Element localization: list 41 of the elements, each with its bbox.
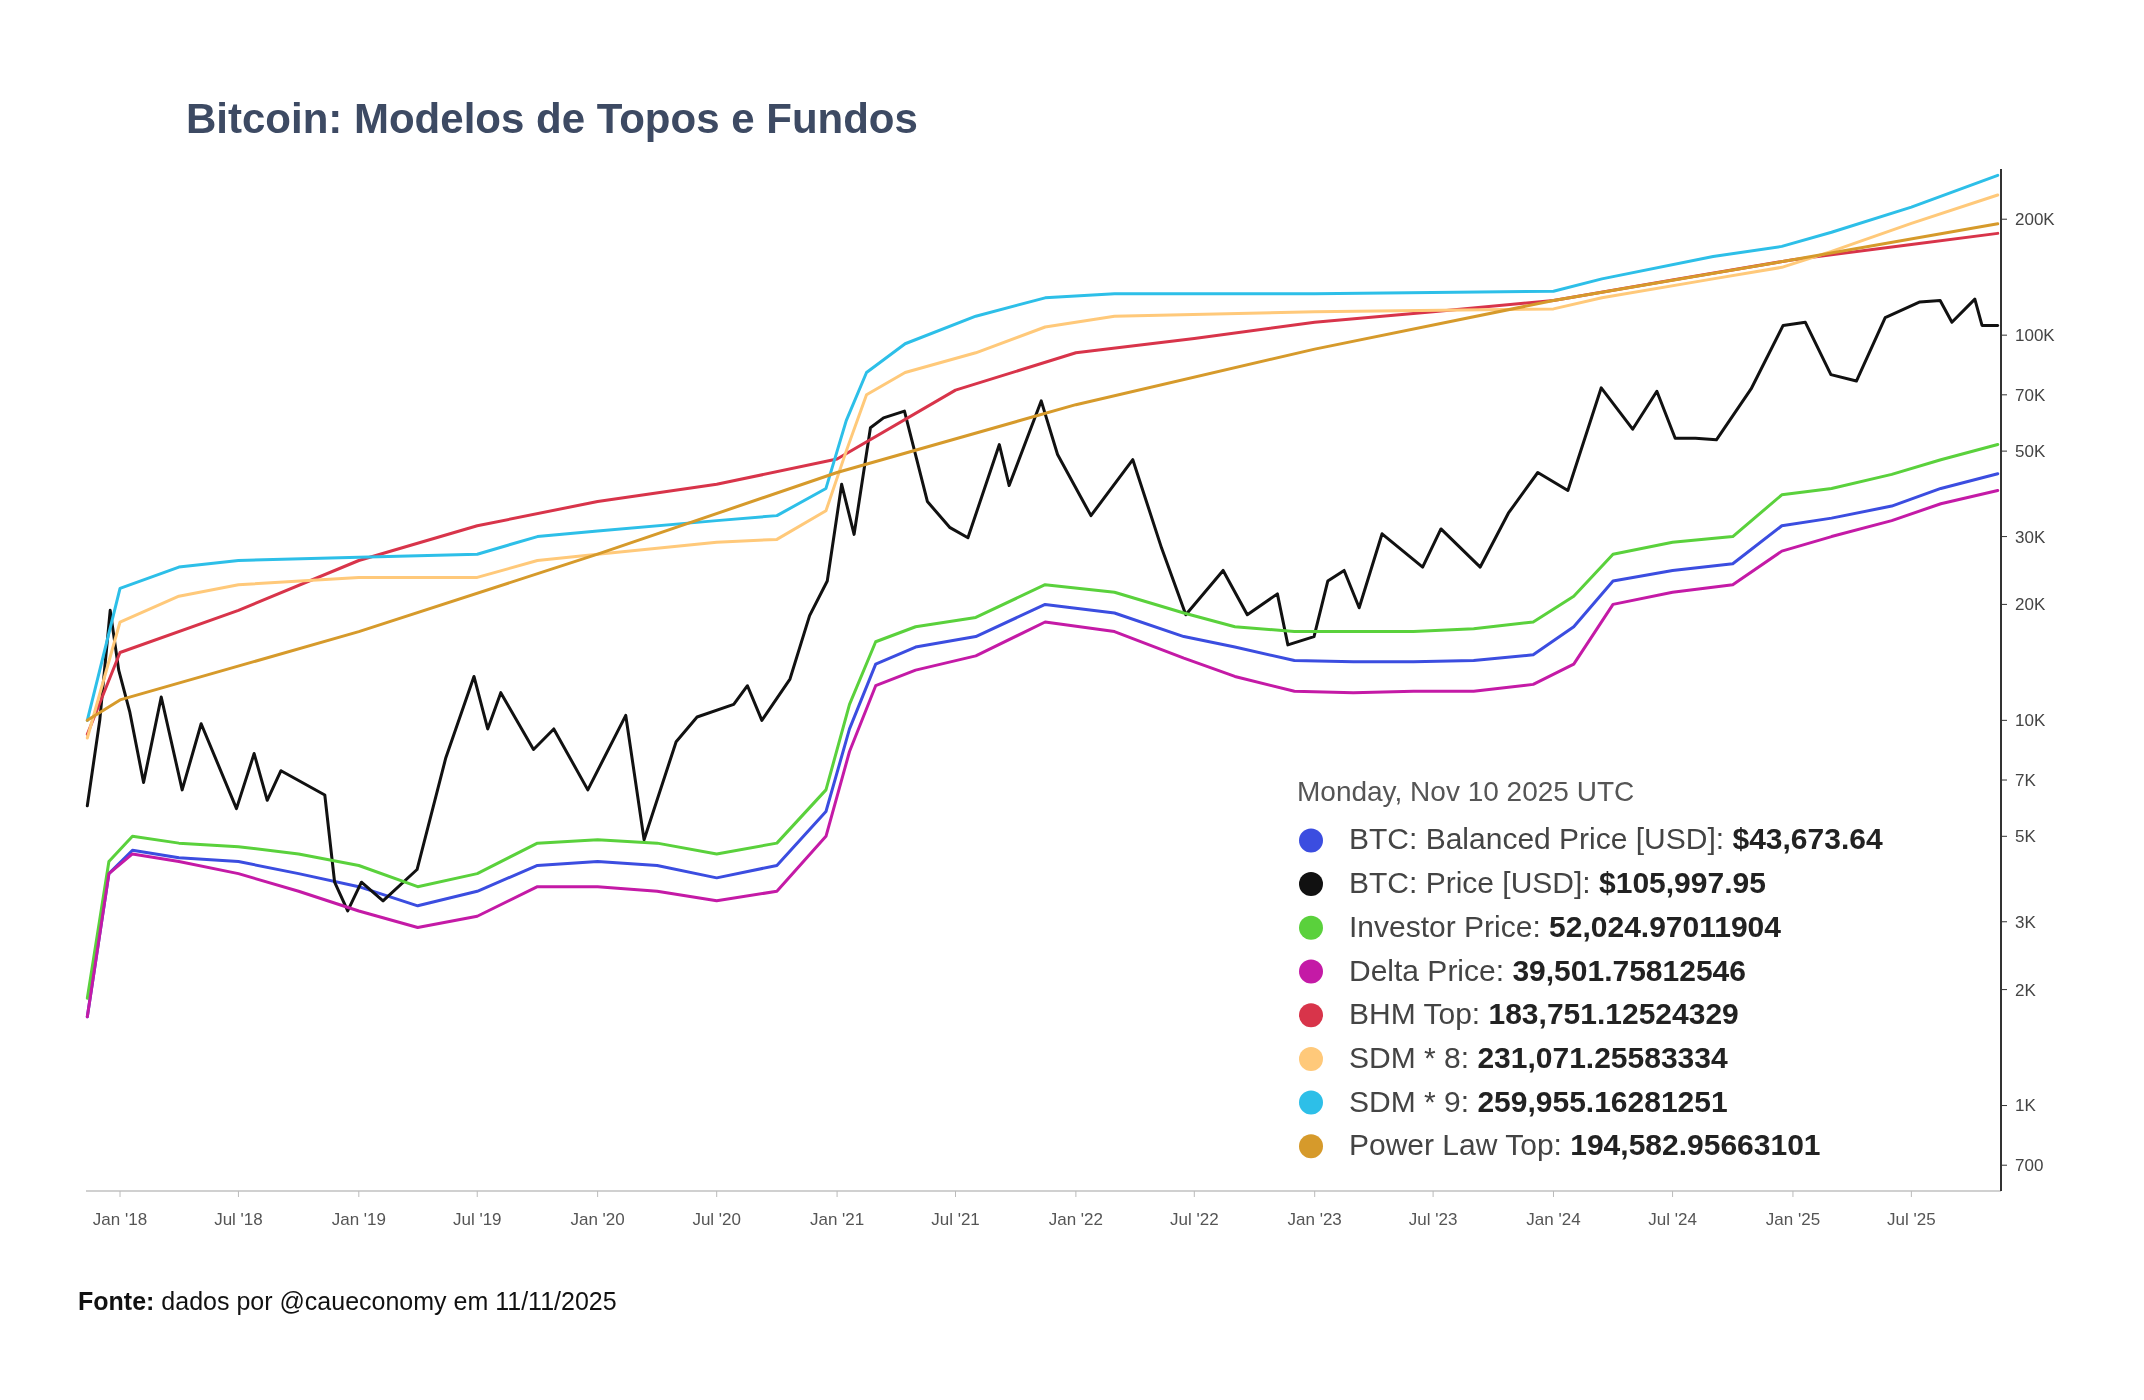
y-tick-label: 1K <box>2015 1096 2037 1116</box>
x-tick-label: Jan '23 <box>1287 1210 1342 1229</box>
legend-label: Investor Price: 52,024.97011904 <box>1349 909 1782 943</box>
legend-label: Power Law Top: 194,582.95663101 <box>1349 1128 1821 1162</box>
x-tick-label: Jul '20 <box>692 1210 742 1229</box>
x-tick-label: Jan '25 <box>1765 1210 1821 1229</box>
source-note: Fonte: dados por @caueconomy em 11/11/2025 <box>78 1287 617 1315</box>
y-tick-label: 10K <box>2015 711 2046 731</box>
x-tick-label: Jul '19 <box>452 1210 502 1229</box>
x-tick-label: Jan '18 <box>92 1210 148 1229</box>
line-series <box>85 297 2000 913</box>
x-tick-label: Jul '22 <box>1170 1210 1219 1229</box>
x-tick-label: Jan '24 <box>1526 1210 1581 1229</box>
x-tick-label: Jan '22 <box>1048 1210 1104 1229</box>
y-tick-label: 200K <box>2015 210 2056 230</box>
legend-label: BTC: Balanced Price [USD]: $43,673.64 <box>1349 822 1883 856</box>
y-tick-label: 2K <box>2015 980 2037 1000</box>
chart-title: Bitcoin: Modelos de Topos e Fundos <box>186 95 918 142</box>
legend-label: SDM * 9: 259,955.16281251 <box>1349 1084 1728 1118</box>
y-tick-label: 30K <box>2015 527 2046 547</box>
legend-label: BTC: Price [USD]: $105,997.95 <box>1349 866 1766 900</box>
y-tick-label: 70K <box>2015 385 2046 405</box>
y-tick-label: 7K <box>2015 770 2037 790</box>
x-tick-label: Jan '20 <box>570 1210 625 1229</box>
y-tick-label: 100K <box>2015 326 2056 346</box>
legend-label: BHM Top: 183,751.12524329 <box>1349 997 1739 1031</box>
x-tick-label: Jul '23 <box>1408 1210 1458 1229</box>
y-tick-label: 20K <box>2015 595 2046 615</box>
y-tick-label: 50K <box>2015 442 2046 462</box>
x-tick-label: Jan '19 <box>331 1210 386 1229</box>
y-tick-label: 3K <box>2015 912 2037 932</box>
legend-title: Monday, Nov 10 2025 UTC <box>1297 776 1635 808</box>
x-tick-label: Jul '18 <box>214 1210 263 1229</box>
legend-label: Delta Price: 39,501.75812546 <box>1349 953 1746 987</box>
x-tick-label: Jul '21 <box>931 1210 980 1229</box>
legend-label: SDM * 8: 231,071.25583334 <box>1349 1040 1728 1074</box>
x-tick-label: Jul '25 <box>1887 1210 1936 1229</box>
x-tick-label: Jan '21 <box>809 1210 865 1229</box>
y-tick-label: 5K <box>2015 827 2037 847</box>
x-tick-label: Jul '24 <box>1648 1210 1697 1229</box>
y-tick-label: 700 <box>2015 1156 2044 1176</box>
